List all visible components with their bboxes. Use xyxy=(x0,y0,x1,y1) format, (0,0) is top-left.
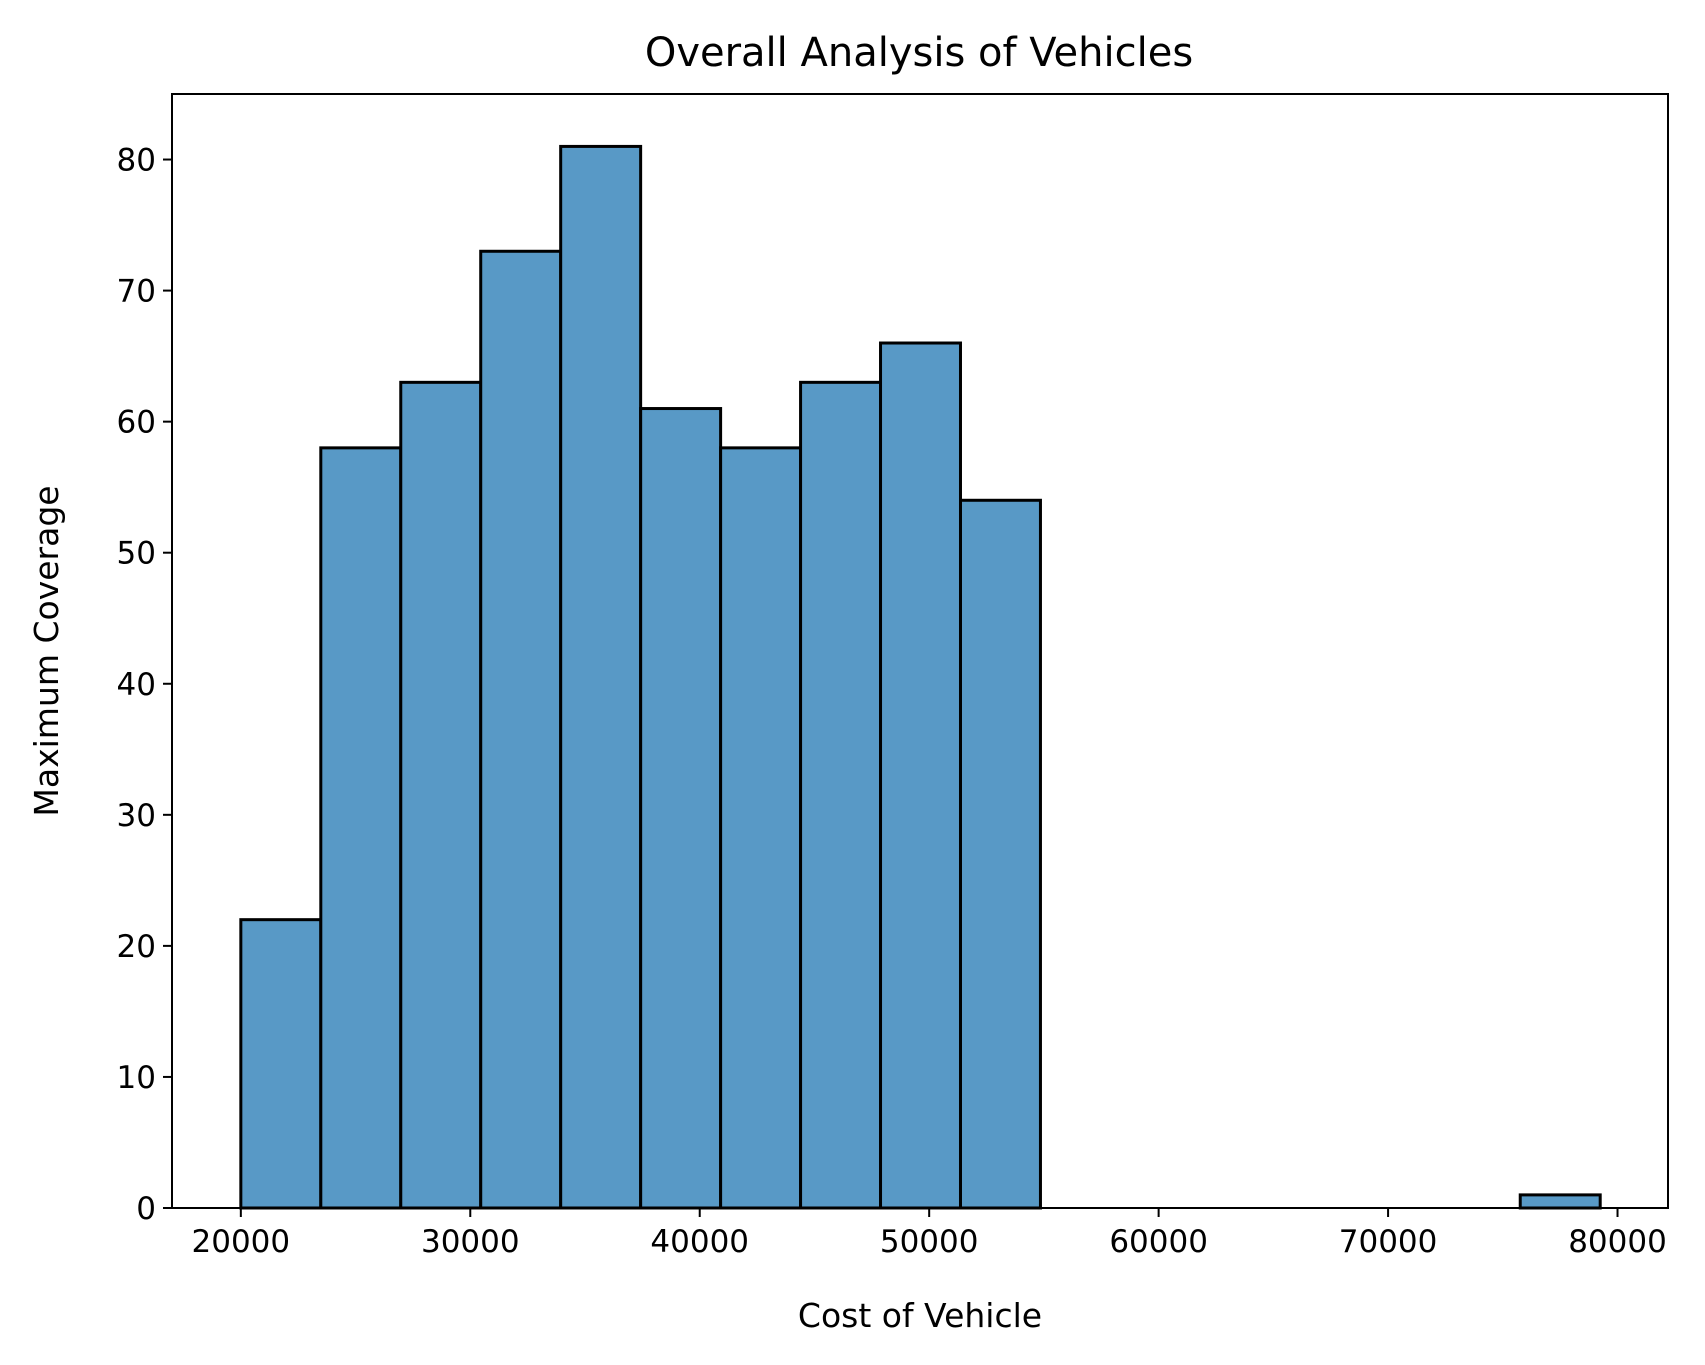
histogram-bar-8 xyxy=(879,341,962,1210)
histogram-bar-16 xyxy=(1518,1193,1602,1210)
y-tick-label-2: 20 xyxy=(117,929,156,965)
x-tick-label-5: 70000 xyxy=(1339,1224,1438,1260)
histogram-bar-0 xyxy=(239,918,323,1210)
x-tick-label-3: 50000 xyxy=(880,1224,979,1260)
histogram-bar-9 xyxy=(959,498,1042,1210)
x-tick-label-2: 40000 xyxy=(650,1224,749,1260)
y-tick-label-8: 80 xyxy=(117,143,156,179)
histogram-bar-3 xyxy=(479,249,563,1210)
x-tick-label-1: 30000 xyxy=(421,1224,520,1260)
histogram-bar-1 xyxy=(319,446,403,1210)
y-tick-label-7: 70 xyxy=(117,274,156,310)
x-tick-label-0: 20000 xyxy=(192,1224,291,1260)
histogram-bar-4 xyxy=(559,144,643,1210)
chart-title: Overall Analysis of Vehicles xyxy=(645,30,1193,76)
x-axis-ticks: 20000 30000 40000 50000 60000 70000 80000 xyxy=(192,1208,1667,1260)
bars-layer xyxy=(239,144,1602,1210)
y-tick-label-3: 30 xyxy=(117,798,156,834)
x-axis-label: Cost of Vehicle xyxy=(798,1296,1042,1335)
plot-frame xyxy=(171,93,1669,1209)
histogram-bar-6 xyxy=(719,446,803,1210)
y-axis-ticks: 0 10 20 30 40 50 60 70 80 xyxy=(117,143,172,1227)
y-axis-label: Maximum Coverage xyxy=(27,485,66,816)
y-tick-label-4: 40 xyxy=(117,667,156,703)
y-tick-label-5: 50 xyxy=(117,536,156,572)
x-tick-label-4: 60000 xyxy=(1109,1224,1208,1260)
histogram-bar-2 xyxy=(399,380,483,1210)
y-tick-label-0: 0 xyxy=(136,1191,156,1227)
y-tick-label-6: 60 xyxy=(117,405,156,441)
x-tick-label-6: 80000 xyxy=(1568,1224,1667,1260)
y-tick-label-1: 10 xyxy=(117,1060,156,1096)
histogram-bar-7 xyxy=(799,380,883,1210)
histogram-bar-5 xyxy=(639,407,723,1210)
